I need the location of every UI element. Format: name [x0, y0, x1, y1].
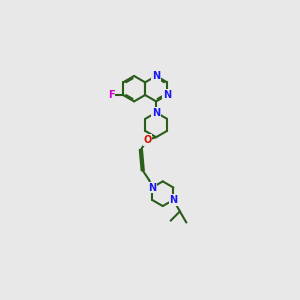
- Text: N: N: [169, 195, 178, 205]
- Text: N: N: [148, 183, 156, 193]
- Text: F: F: [108, 90, 115, 100]
- Text: N: N: [152, 71, 160, 81]
- Text: N: N: [152, 108, 160, 118]
- Text: N: N: [163, 90, 171, 100]
- Text: O: O: [143, 135, 152, 145]
